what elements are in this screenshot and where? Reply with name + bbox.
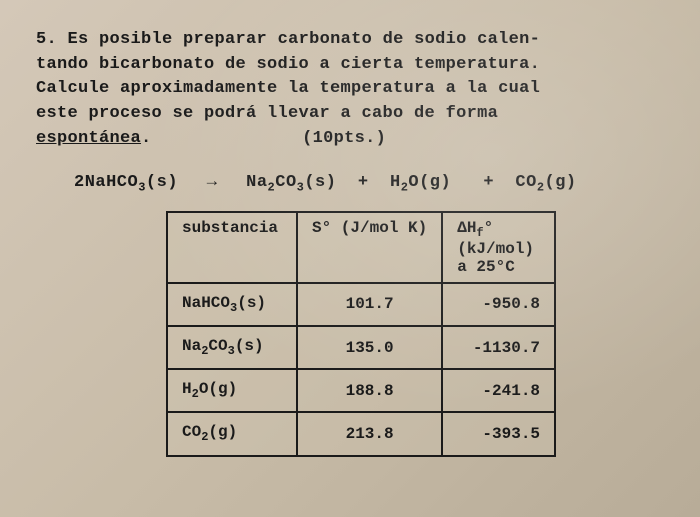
entropy-cell: 213.8 xyxy=(297,412,442,455)
substance-cell: H2O(g) xyxy=(167,369,297,412)
substance-cell: CO2(g) xyxy=(167,412,297,455)
enthalpy-cell: -950.8 xyxy=(442,283,555,326)
enthalpy-cell: -1130.7 xyxy=(442,326,555,369)
header-enthalpy-temp: a 25°C xyxy=(457,258,515,276)
problem-underlined: espontánea xyxy=(36,129,141,148)
problem-line2: tando bicarbonato de sodio a cierta temp… xyxy=(36,55,540,74)
header-entropy: S° (J/mol K) xyxy=(297,212,442,283)
entropy-cell: 101.7 xyxy=(297,283,442,326)
problem-number: 5. xyxy=(36,30,57,49)
enthalpy-cell: -241.8 xyxy=(442,369,555,412)
chemical-equation: 2NaHCO3(s) → Na2CO3(s) + H2O(g) + CO2(g) xyxy=(74,173,664,194)
equation-rhs3: CO2(g) xyxy=(515,173,576,192)
equation-plus1: + xyxy=(358,173,369,192)
problem-period: . xyxy=(141,129,152,148)
problem-line4: este proceso se podrá llevar a cabo de f… xyxy=(36,104,498,123)
header-substance: substancia xyxy=(167,212,297,283)
equation-plus2: + xyxy=(483,173,494,192)
entropy-cell: 188.8 xyxy=(297,369,442,412)
problem-line3: Calcule aproximadamente la temperatura a… xyxy=(36,79,540,98)
problem-line1: Es posible preparar carbonato de sodio c… xyxy=(68,30,541,49)
header-enthalpy-unit: (kJ/mol) xyxy=(457,240,534,258)
equation-arrow: → xyxy=(207,173,218,192)
table-row: NaHCO3(s) 101.7 -950.8 xyxy=(167,283,555,326)
table-row: H2O(g) 188.8 -241.8 xyxy=(167,369,555,412)
problem-statement: 5. Es posible preparar carbonato de sodi… xyxy=(36,28,664,151)
entropy-cell: 135.0 xyxy=(297,326,442,369)
equation-lhs: 2NaHCO3(s) xyxy=(74,173,178,192)
thermodynamic-data-table: substancia S° (J/mol K) ΔHf° (kJ/mol) a … xyxy=(166,211,556,457)
equation-rhs1: Na2CO3(s) xyxy=(246,173,336,192)
problem-points: (10pts.) xyxy=(302,129,386,148)
substance-cell: Na2CO3(s) xyxy=(167,326,297,369)
header-enthalpy: ΔHf° (kJ/mol) a 25°C xyxy=(442,212,555,283)
table-row: CO2(g) 213.8 -393.5 xyxy=(167,412,555,455)
enthalpy-cell: -393.5 xyxy=(442,412,555,455)
substance-cell: NaHCO3(s) xyxy=(167,283,297,326)
table-header-row: substancia S° (J/mol K) ΔHf° (kJ/mol) a … xyxy=(167,212,555,283)
table-row: Na2CO3(s) 135.0 -1130.7 xyxy=(167,326,555,369)
equation-rhs2: H2O(g) xyxy=(390,173,451,192)
